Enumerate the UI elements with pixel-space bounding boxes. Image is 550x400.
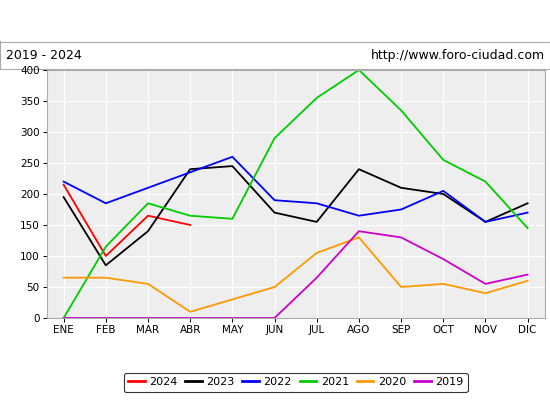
Text: Evolucion Nº Turistas Extranjeros en el municipio de Alía: Evolucion Nº Turistas Extranjeros en el … [68,13,482,29]
Text: 2019 - 2024: 2019 - 2024 [6,49,81,62]
Text: http://www.foro-ciudad.com: http://www.foro-ciudad.com [370,49,544,62]
Legend: 2024, 2023, 2022, 2021, 2020, 2019: 2024, 2023, 2022, 2021, 2020, 2019 [124,373,468,392]
